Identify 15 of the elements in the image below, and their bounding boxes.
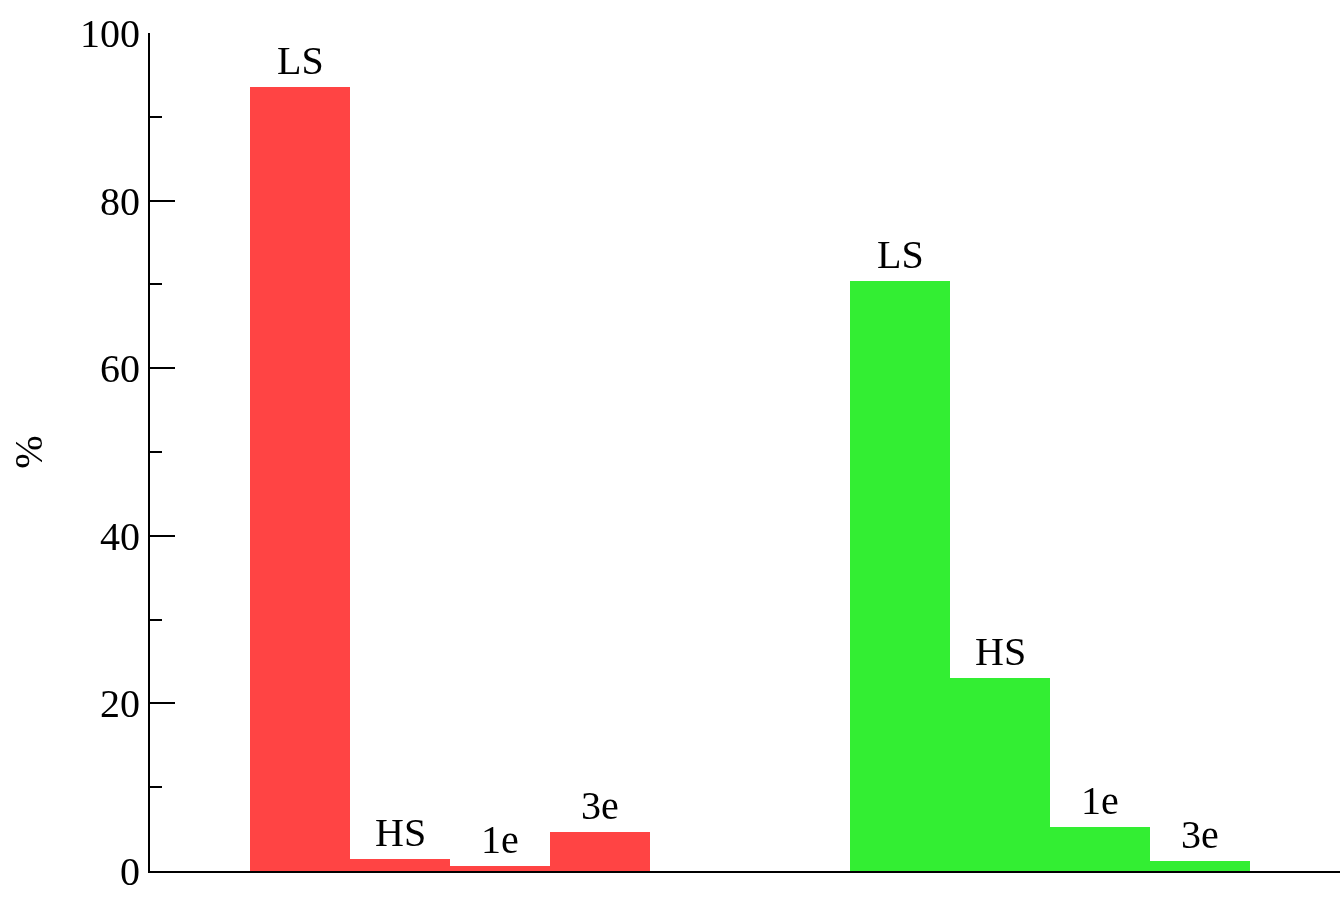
x-tick-label: 1e — [1081, 778, 1119, 823]
x-tick-label: 3e — [1181, 812, 1219, 857]
x-tick-label: 3e — [581, 783, 619, 828]
x-tick-label: 1e — [481, 817, 519, 862]
y-tick-label: 40 — [100, 513, 140, 559]
y-tick-label: 20 — [100, 681, 140, 727]
y-tick-label: 0 — [120, 849, 140, 894]
x-tick-label: LS — [877, 232, 924, 277]
x-tick-label: HS — [375, 810, 427, 855]
y-tick-label: 100 — [80, 11, 140, 56]
y-axis-title: % — [6, 435, 51, 469]
y-tick-label: 80 — [100, 178, 140, 224]
x-tick-label: LS — [277, 38, 324, 83]
x-tick-label: HS — [975, 629, 1027, 674]
y-tick-label: 60 — [100, 346, 140, 392]
